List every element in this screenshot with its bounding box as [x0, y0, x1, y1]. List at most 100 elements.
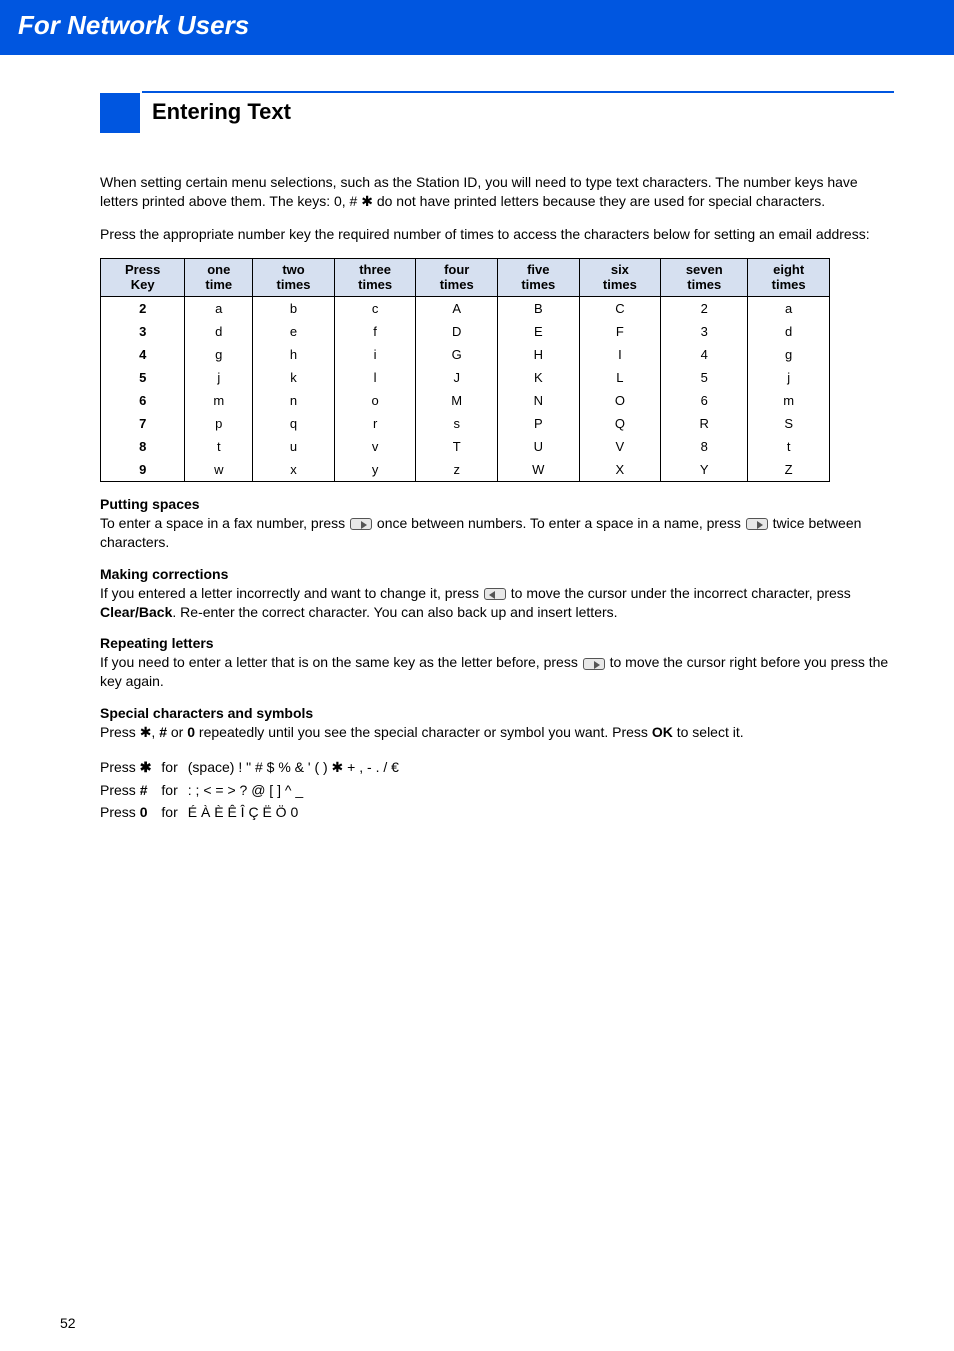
intro-paragraph-1: When setting certain menu selections, su… [100, 173, 894, 211]
special-row: Press 0forÉ À È Ê Î Ç Ë Ö 0 [100, 801, 409, 823]
table-cell: j [185, 366, 253, 389]
table-cell: x [253, 458, 335, 482]
table-cell: 4 [661, 343, 748, 366]
sp-d: repeatedly until you see the special cha… [195, 724, 652, 740]
table-cell: v [334, 435, 416, 458]
section-marker [100, 91, 142, 133]
table-cell: Y [661, 458, 748, 482]
table-header-cell: twotimes [253, 258, 335, 296]
table-header-cell: PressKey [101, 258, 185, 296]
table-cell: u [253, 435, 335, 458]
table-cell: 9 [101, 458, 185, 482]
ok-label: OK [652, 724, 673, 740]
special-text: Press ✱, # or 0 repeatedly until you see… [100, 723, 894, 742]
table-header-cell: fourtimes [416, 258, 498, 296]
table-cell: X [579, 458, 661, 482]
table-cell: 8 [101, 435, 185, 458]
table-row: 5jklJKL5j [101, 366, 830, 389]
table-cell: C [579, 296, 661, 320]
table-cell: i [334, 343, 416, 366]
special-for-cell: for [161, 756, 187, 779]
spaces-b: once between numbers. To enter a space i… [373, 515, 745, 531]
table-cell: h [253, 343, 335, 366]
corr-c: . Re-enter the correct character. You ca… [172, 604, 617, 620]
corr-a: If you entered a letter incorrectly and … [100, 585, 483, 601]
right-arrow-key-icon [350, 518, 372, 530]
table-cell: y [334, 458, 416, 482]
table-cell: g [185, 343, 253, 366]
table-cell: I [579, 343, 661, 366]
chapter-header: For Network Users [0, 0, 954, 55]
special-press-cell: Press 0 [100, 801, 161, 823]
table-cell: A [416, 296, 498, 320]
table-cell: o [334, 389, 416, 412]
table-cell: N [498, 389, 580, 412]
table-cell: S [748, 412, 830, 435]
spaces-a: To enter a space in a fax number, press [100, 515, 349, 531]
table-cell: 5 [101, 366, 185, 389]
star-icon: ✱ [140, 724, 152, 740]
table-cell: L [579, 366, 661, 389]
table-cell: l [334, 366, 416, 389]
table-cell: R [661, 412, 748, 435]
subheading-special: Special characters and symbols [100, 705, 894, 721]
special-row: Press #for: ; < = > ? @ [ ] ^ _ [100, 779, 409, 801]
table-row: 2abcABC2a [101, 296, 830, 320]
table-cell: t [748, 435, 830, 458]
table-cell: j [748, 366, 830, 389]
table-cell: q [253, 412, 335, 435]
special-press-cell: Press ✱ [100, 756, 161, 779]
table-cell: g [748, 343, 830, 366]
table-cell: d [185, 320, 253, 343]
subheading-spaces: Putting spaces [100, 496, 894, 512]
table-row: 8tuvTUV8t [101, 435, 830, 458]
section-bar: Entering Text [100, 91, 894, 133]
table-cell: r [334, 412, 416, 435]
table-cell: 3 [101, 320, 185, 343]
clear-back-label: Clear/Back [100, 604, 172, 620]
table-row: 7pqrsPQRS [101, 412, 830, 435]
intro-text-b: do not have printed letters because they… [373, 193, 825, 209]
table-cell: P [498, 412, 580, 435]
hash-label: # [159, 724, 167, 740]
table-cell: Q [579, 412, 661, 435]
table-cell: t [185, 435, 253, 458]
table-header-cell: threetimes [334, 258, 416, 296]
right-arrow-key-icon [583, 658, 605, 670]
special-characters-table: Press ✱for(space) ! " # $ % & ' ( ) ✱ + … [100, 756, 409, 823]
section-title: Entering Text [142, 93, 291, 125]
star-icon: ✱ [361, 193, 373, 209]
rep-a: If you need to enter a letter that is on… [100, 654, 582, 670]
table-cell: K [498, 366, 580, 389]
special-chars-cell: : ; < = > ? @ [ ] ^ _ [188, 779, 409, 801]
right-arrow-key-icon [746, 518, 768, 530]
table-row: 6mnoMNO6m [101, 389, 830, 412]
table-cell: f [334, 320, 416, 343]
table-cell: m [185, 389, 253, 412]
table-cell: 8 [661, 435, 748, 458]
table-cell: D [416, 320, 498, 343]
table-cell: a [185, 296, 253, 320]
repeating-text: If you need to enter a letter that is on… [100, 653, 894, 691]
table-cell: e [253, 320, 335, 343]
table-row: 9wxyzWXYZ [101, 458, 830, 482]
special-press-cell: Press # [100, 779, 161, 801]
table-cell: d [748, 320, 830, 343]
table-cell: k [253, 366, 335, 389]
table-cell: T [416, 435, 498, 458]
subheading-corrections: Making corrections [100, 566, 894, 582]
table-cell: M [416, 389, 498, 412]
table-cell: p [185, 412, 253, 435]
table-header-cell: onetime [185, 258, 253, 296]
table-cell: F [579, 320, 661, 343]
sp-a: Press [100, 724, 140, 740]
left-arrow-key-icon [484, 588, 506, 600]
character-table: PressKeyonetimetwotimesthreetimesfourtim… [100, 258, 830, 482]
table-cell: U [498, 435, 580, 458]
zero-label: 0 [187, 724, 195, 740]
table-cell: V [579, 435, 661, 458]
table-row: 4ghiGHI4g [101, 343, 830, 366]
table-cell: n [253, 389, 335, 412]
table-header-cell: seventimes [661, 258, 748, 296]
table-cell: b [253, 296, 335, 320]
